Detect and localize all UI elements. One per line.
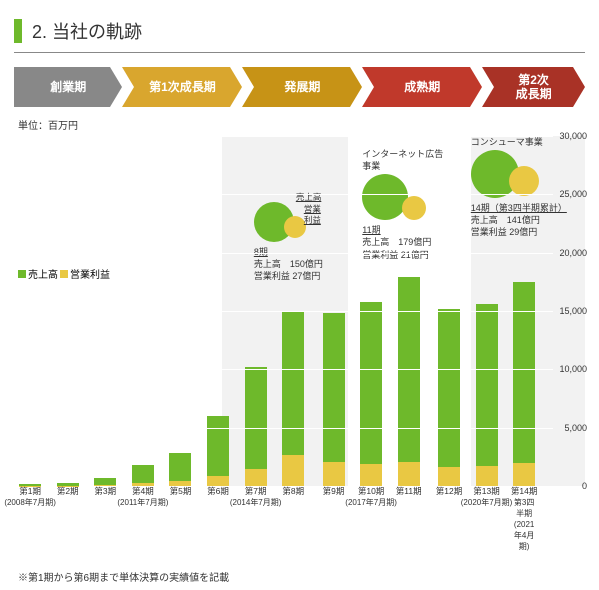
- x-label: 第11期: [396, 486, 422, 497]
- x-label: 第10期(2017年7月期): [345, 486, 397, 508]
- bar-revenue: [94, 478, 116, 485]
- bar-revenue: [245, 367, 267, 469]
- phase-arrow: 成熟期: [362, 67, 482, 107]
- phase-arrow: 第2次 成長期: [482, 67, 585, 107]
- x-label: 第6期: [207, 486, 229, 497]
- x-label: 第9期: [323, 486, 345, 497]
- bar-revenue: [323, 313, 345, 461]
- bar-revenue: [169, 453, 191, 480]
- phase-arrow: 創業期: [14, 67, 122, 107]
- bar-revenue: [476, 304, 498, 466]
- phase-arrow: 発展期: [242, 67, 362, 107]
- bar-revenue: [360, 302, 382, 464]
- footnote: ※第1期から第6期まで単体決算の実績値を記載: [18, 569, 229, 584]
- anno-8: 売上高 営業利益 8期売上高 150億円営業利益 27億円: [254, 198, 324, 282]
- bar-revenue: [132, 465, 154, 483]
- x-label: 第12期: [436, 486, 462, 497]
- y-tick: 10,000: [559, 364, 587, 374]
- phase-arrows: 創業期 第1次成長期 発展期 成熟期 第2次 成長期: [14, 67, 585, 107]
- bar-profit: [438, 467, 460, 486]
- gridline: [14, 194, 553, 195]
- bar-profit: [323, 462, 345, 487]
- bar-revenue: [207, 416, 229, 476]
- phase-arrow: 第1次成長期: [122, 67, 242, 107]
- bar-profit: [245, 469, 267, 487]
- gridline: [14, 253, 553, 254]
- bar-revenue: [438, 309, 460, 468]
- bar-revenue: [282, 311, 304, 455]
- gridline: [14, 428, 553, 429]
- unit-label: 単位：百万円: [18, 117, 599, 132]
- bar-profit: [513, 463, 535, 486]
- x-labels: 第1期(2008年7月期)第2期第3期第4期(2011年7月期)第5期第6期第7…: [14, 486, 551, 526]
- x-label: 第1期(2008年7月期): [4, 486, 56, 508]
- bar-profit: [282, 455, 304, 487]
- chart-area: 売上高営業利益 05,00010,00015,00020,00025,00030…: [14, 136, 585, 526]
- title-text: 2. 当社の軌跡: [32, 18, 142, 44]
- x-label: 第4期(2011年7月期): [117, 486, 168, 508]
- x-label: 第5期: [170, 486, 192, 497]
- bar-profit: [476, 466, 498, 486]
- gridline: [14, 136, 553, 137]
- title-accent: [14, 19, 22, 43]
- anno-11: インターネット広告事業 11期売上高 179億円営業利益 21億円: [362, 148, 443, 261]
- y-tick: 0: [582, 481, 587, 491]
- y-tick: 20,000: [559, 248, 587, 258]
- x-label: 第7期(2014年7月期): [230, 486, 282, 508]
- bar-profit: [398, 462, 420, 487]
- x-label: 第8期: [282, 486, 304, 497]
- gridline: [14, 311, 553, 312]
- gridline: [14, 369, 553, 370]
- anno-14: コンシューマ事業 14期（第3四半期累計）売上高 141億円営業利益 29億円: [471, 136, 591, 239]
- x-label: 第14期第3四半期(2021年4月期): [511, 486, 538, 552]
- y-tick: 15,000: [559, 306, 587, 316]
- x-label: 第13期(2020年7月期): [461, 486, 513, 508]
- x-label: 第3期: [94, 486, 116, 497]
- bar-profit: [360, 464, 382, 486]
- bar-profit: [207, 476, 229, 487]
- y-tick: 5,000: [564, 423, 587, 433]
- section-title: 2. 当社の軌跡: [14, 10, 585, 53]
- x-label: 第2期: [57, 486, 79, 497]
- bar-revenue: [513, 282, 535, 463]
